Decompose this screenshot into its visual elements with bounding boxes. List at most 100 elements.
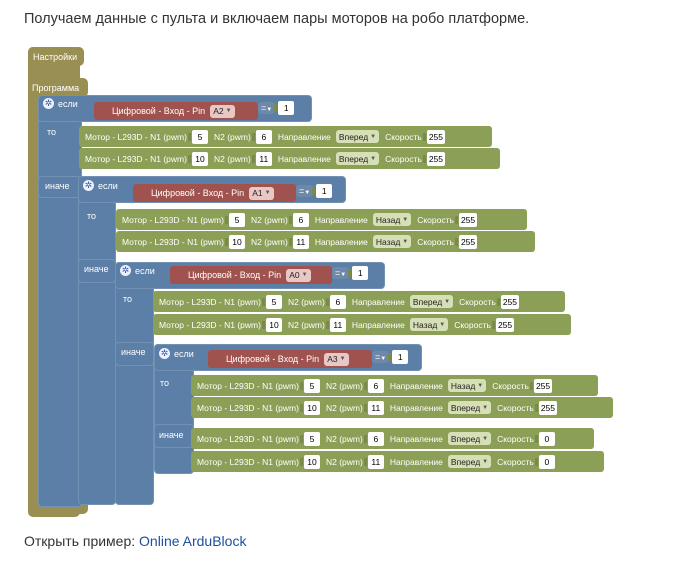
if-block-2[interactable] — [78, 176, 116, 505]
gear-icon[interactable]: ✲ — [159, 348, 170, 359]
gear-icon[interactable]: ✲ — [43, 98, 54, 109]
n1-input[interactable]: 5 — [299, 378, 320, 393]
speed-label: Скорость — [385, 131, 422, 142]
pin-block-1[interactable]: Цифровой - Вход - Pin A2 ▼ — [94, 102, 258, 120]
compare-block-1[interactable]: =▼ 1 — [258, 101, 295, 115]
pin-dropdown[interactable]: A0 ▼ — [286, 268, 311, 282]
operator-dropdown[interactable]: =▼ — [296, 185, 314, 197]
n1-input[interactable]: 5 — [299, 431, 320, 446]
n1-input[interactable]: 10 — [299, 454, 320, 469]
speed-input[interactable]: 255 — [422, 151, 446, 166]
direction-dropdown[interactable]: Назад ▼ — [447, 379, 487, 392]
direction-dropdown[interactable]: Вперед ▼ — [409, 295, 454, 308]
motor-block[interactable]: Мотор - L293D - N1 (pwm) 10 N2 (pwm) 11 … — [116, 231, 535, 252]
n2-input[interactable]: 6 — [325, 294, 346, 309]
motor-block[interactable]: Мотор - L293D - N1 (pwm) 10 N2 (pwm) 11 … — [191, 397, 613, 418]
speed-input[interactable]: 0 — [534, 431, 555, 446]
online-ardublock-link[interactable]: Online ArduBlock — [139, 533, 247, 549]
speed-input[interactable]: 0 — [534, 454, 555, 469]
n2-label: N2 (pwm) — [287, 296, 325, 307]
direction-dropdown[interactable]: Назад ▼ — [372, 235, 412, 248]
motor-block[interactable]: Мотор - L293D - N1 (pwm) 5 N2 (pwm) 6 На… — [191, 428, 594, 449]
direction-label: Направление — [389, 380, 443, 391]
motor-block[interactable]: Мотор - L293D - N1 (pwm) 5 N2 (pwm) 6 На… — [153, 291, 565, 312]
n1-input[interactable]: 10 — [299, 400, 320, 415]
pin-block-label: Цифровой - Вход - Pin — [151, 188, 245, 198]
n2-input[interactable]: 6 — [251, 129, 272, 144]
n1-input[interactable]: 10 — [261, 317, 282, 332]
pin-dropdown[interactable]: A2 ▼ — [210, 104, 235, 118]
n2-input[interactable]: 11 — [363, 454, 384, 469]
footer: Открыть пример: Online ArduBlock — [24, 533, 246, 549]
direction-dropdown[interactable]: Вперед ▼ — [335, 152, 380, 165]
compare-block-3[interactable]: =▼ 1 — [332, 266, 369, 280]
compare-block-4[interactable]: =▼ 1 — [372, 350, 409, 364]
n2-input[interactable]: 11 — [288, 234, 309, 249]
motor-block[interactable]: Мотор - L293D - N1 (pwm) 5 N2 (pwm) 6 На… — [191, 375, 598, 396]
else-keyword-4: иначе — [159, 430, 184, 440]
speed-input[interactable]: 255 — [454, 212, 478, 227]
direction-dropdown[interactable]: Назад ▼ — [409, 318, 449, 331]
speed-label: Скорость — [417, 214, 454, 225]
n2-input[interactable]: 11 — [363, 400, 384, 415]
operator-dropdown[interactable]: =▼ — [332, 267, 350, 279]
motor-block[interactable]: Мотор - L293D - N1 (pwm) 10 N2 (pwm) 11 … — [79, 148, 500, 169]
speed-input[interactable]: 255 — [491, 317, 515, 332]
n2-input[interactable]: 11 — [251, 151, 272, 166]
direction-dropdown[interactable]: Назад ▼ — [372, 213, 412, 226]
else-keyword-1: иначе — [45, 181, 70, 191]
program-header[interactable] — [28, 78, 88, 97]
n1-input[interactable]: 10 — [187, 151, 208, 166]
compare-value[interactable]: 1 — [388, 350, 409, 364]
setup-header — [28, 47, 84, 66]
intro-text: Получаем данные с пульта и включаем пары… — [24, 11, 530, 27]
n2-input[interactable]: 6 — [288, 212, 309, 227]
gear-icon[interactable]: ✲ — [83, 180, 94, 191]
n1-input[interactable]: 5 — [261, 294, 282, 309]
direction-dropdown[interactable]: Вперед ▼ — [447, 455, 492, 468]
motor-block[interactable]: Мотор - L293D - N1 (pwm) 5 N2 (pwm) 6 На… — [79, 126, 492, 147]
n2-input[interactable]: 11 — [325, 317, 346, 332]
pin-block-label: Цифровой - Вход - Pin — [112, 106, 206, 116]
speed-input[interactable]: 255 — [529, 378, 553, 393]
motor-label: Мотор - L293D - N1 (pwm) — [197, 380, 299, 391]
direction-dropdown[interactable]: Вперед ▼ — [447, 401, 492, 414]
gear-icon[interactable]: ✲ — [120, 265, 131, 276]
direction-label: Направление — [389, 402, 443, 413]
pin-dropdown[interactable]: A3 ▼ — [324, 352, 349, 366]
motor-block[interactable]: Мотор - L293D - N1 (pwm) 10 N2 (pwm) 11 … — [191, 451, 604, 472]
speed-input[interactable]: 255 — [534, 400, 558, 415]
if-block-1[interactable] — [38, 95, 82, 507]
n2-input[interactable]: 6 — [363, 431, 384, 446]
compare-value[interactable]: 1 — [312, 184, 333, 198]
compare-value[interactable]: 1 — [274, 101, 295, 115]
compare-value[interactable]: 1 — [348, 266, 369, 280]
direction-dropdown[interactable]: Вперед ▼ — [335, 130, 380, 143]
speed-input[interactable]: 255 — [422, 129, 446, 144]
speed-input[interactable]: 255 — [454, 234, 478, 249]
operator-dropdown[interactable]: =▼ — [372, 351, 390, 363]
if-block-3[interactable] — [115, 262, 154, 505]
speed-label: Скорость — [497, 433, 534, 444]
n1-input[interactable]: 10 — [224, 234, 245, 249]
speed-label: Скорость — [417, 236, 454, 247]
footer-prefix: Открыть пример: — [24, 533, 140, 549]
direction-dropdown[interactable]: Вперед ▼ — [447, 432, 492, 445]
speed-label: Скорость — [492, 380, 529, 391]
operator-dropdown[interactable]: =▼ — [258, 102, 276, 114]
n1-input[interactable]: 5 — [224, 212, 245, 227]
pin-block-3[interactable]: Цифровой - Вход - Pin A0 ▼ — [170, 266, 332, 284]
compare-block-2[interactable]: =▼ 1 — [296, 184, 333, 198]
pin-block-2[interactable]: Цифровой - Вход - Pin A1 ▼ — [133, 184, 296, 202]
motor-block[interactable]: Мотор - L293D - N1 (pwm) 10 N2 (pwm) 11 … — [153, 314, 571, 335]
pin-dropdown[interactable]: A1 ▼ — [249, 186, 274, 200]
n2-input[interactable]: 6 — [363, 378, 384, 393]
speed-input[interactable]: 255 — [496, 294, 520, 309]
motor-block[interactable]: Мотор - L293D - N1 (pwm) 5 N2 (pwm) 6 На… — [116, 209, 527, 230]
direction-label: Направление — [277, 153, 331, 164]
else-keyword-3: иначе — [121, 347, 146, 357]
pin-block-4[interactable]: Цифровой - Вход - Pin A3 ▼ — [208, 350, 372, 368]
else-row-1 — [38, 176, 82, 198]
else-keyword-2: иначе — [84, 264, 109, 274]
n1-input[interactable]: 5 — [187, 129, 208, 144]
